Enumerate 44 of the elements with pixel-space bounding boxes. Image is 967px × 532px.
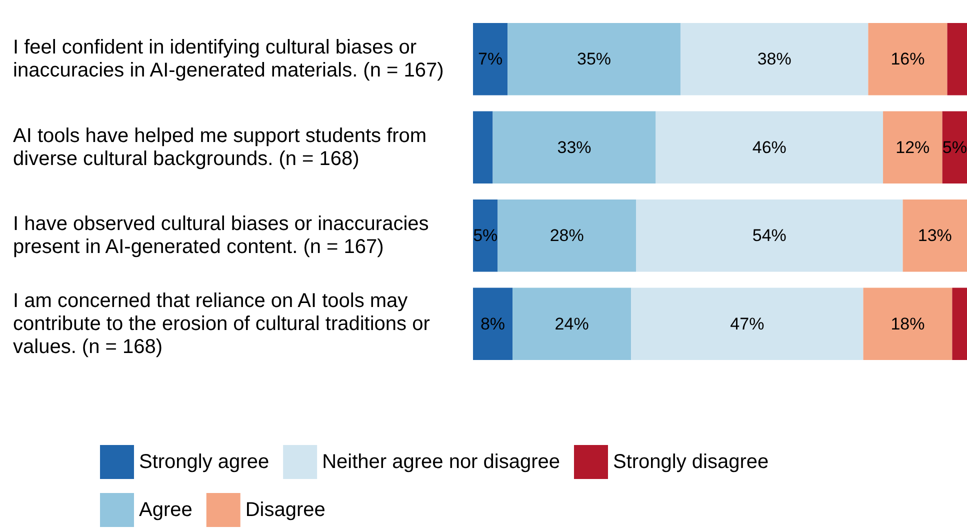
data-label: 54% — [752, 226, 786, 246]
bar — [636, 199, 903, 272]
data-label: 18% — [890, 314, 925, 334]
y-tick-label: I have observed cultural biases or inaccuracies present in AI-generated content. (n = 167) — [13, 213, 434, 258]
bar — [680, 22, 868, 96]
data-label: 7% — [478, 50, 503, 69]
bar — [947, 22, 967, 96]
bar — [473, 199, 498, 272]
data-label: 47% — [730, 314, 764, 334]
bar — [868, 22, 948, 96]
data-label: 35% — [577, 50, 612, 69]
y-tick-label: AI tools have helped me support students from diverse cultural backgrounds. (n = 168) — [13, 124, 432, 170]
legend-label: Strongly agree — [139, 451, 270, 473]
data-label: 13% — [918, 226, 952, 246]
legend-label: Neither agree nor disagree — [322, 451, 560, 473]
bar — [883, 111, 942, 184]
data-label: 12% — [896, 138, 930, 157]
bar — [473, 111, 493, 184]
data-label: 16% — [890, 50, 925, 69]
bar — [498, 199, 636, 272]
data-label: 8% — [480, 314, 506, 334]
bar — [473, 22, 508, 96]
data-label: 24% — [554, 314, 589, 334]
data-label: 5% — [942, 138, 967, 157]
y-tick-label: I am concerned that reliance on AI tools may contribute to the erosion of cultural traditions or values. (n = 168) — [13, 290, 436, 358]
bar — [512, 288, 632, 360]
legend-label: Disagree — [245, 499, 326, 521]
bar — [508, 22, 680, 96]
legend-label: Strongly disagree — [613, 451, 769, 473]
bar — [631, 288, 864, 360]
data-label: 38% — [757, 50, 792, 69]
y-tick-label: I feel confident in identifying cultural biases or inaccuracies in AI-generated materials. (n = 167) — [13, 36, 444, 82]
bar — [863, 288, 952, 360]
bar — [942, 111, 967, 184]
bar — [952, 288, 967, 360]
bar — [473, 288, 513, 360]
data-label: 28% — [550, 226, 584, 246]
data-label: 5% — [473, 226, 498, 246]
bar — [902, 199, 967, 272]
bar — [492, 111, 656, 184]
bar — [656, 111, 884, 184]
legend-label: Agree — [139, 499, 192, 521]
data-label: 46% — [752, 138, 786, 157]
data-label: 33% — [557, 138, 592, 157]
